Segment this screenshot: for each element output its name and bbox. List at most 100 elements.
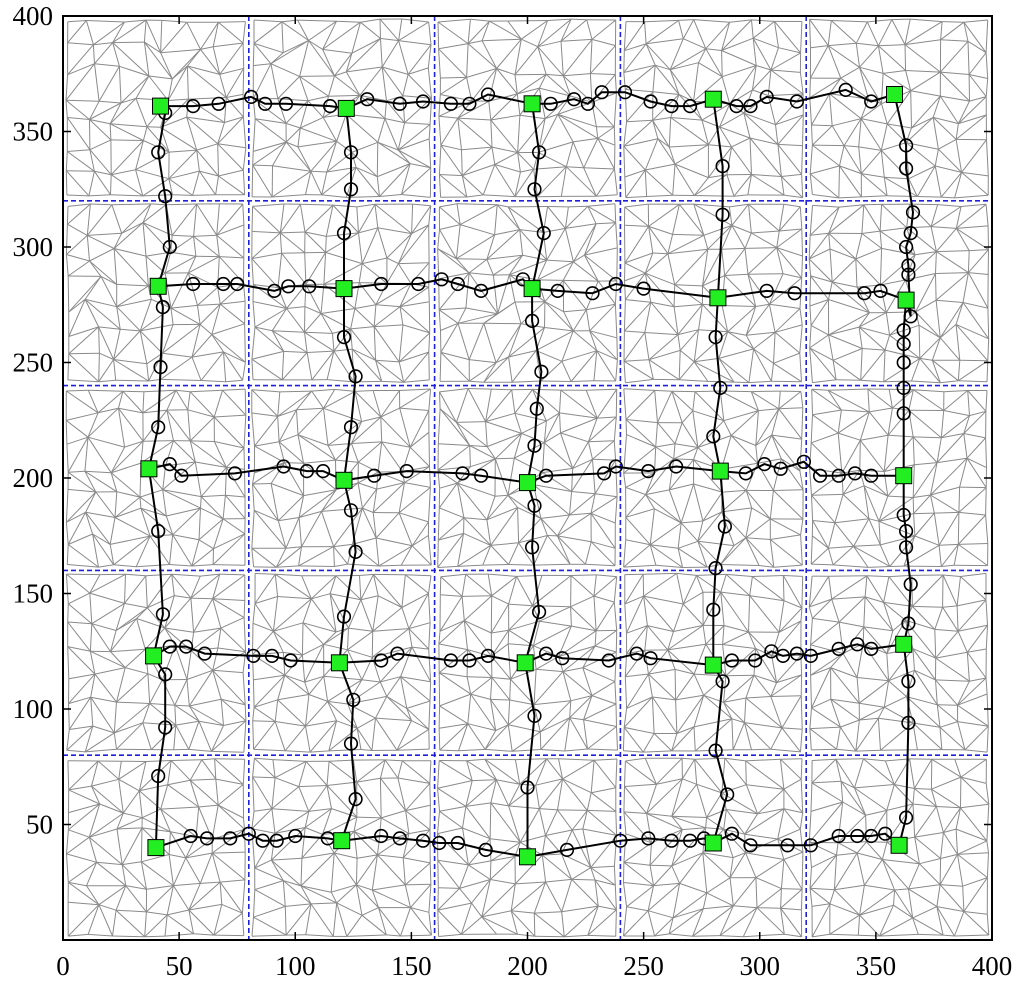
mesh-edge [84,276,102,300]
mesh-edge [251,828,276,834]
relay-node [831,468,846,483]
mesh-edge [402,857,406,885]
mesh-edge [985,599,988,626]
mesh-edge [135,75,150,99]
mesh-edge [397,263,412,284]
mesh-edge [646,813,683,831]
mesh-edge [842,485,865,495]
mesh-edge [957,721,966,751]
mesh-edge [778,391,802,410]
mesh-edge [459,204,498,226]
mesh-edge [399,407,411,448]
mesh-edge [216,224,245,236]
mesh-edge [406,708,412,721]
mesh-edge [68,829,90,838]
mesh-edge [253,509,287,549]
mesh-edge [556,514,570,537]
relay-node [531,145,547,160]
mesh-edge [66,436,89,445]
mesh-edge [728,206,733,226]
mesh-edge [625,196,647,199]
mesh-edge [652,252,668,255]
mesh-edge [657,391,673,423]
mesh-edge [771,434,782,459]
mesh-edge [493,254,523,276]
mesh-edge [333,350,355,383]
mesh-edge [304,306,322,314]
mesh-edge [967,272,989,309]
mesh-edge [592,440,615,460]
mesh-edge [888,680,907,697]
mesh-edge [88,803,101,838]
mesh-edge [771,408,780,436]
relay-node [227,466,242,481]
relay-node [462,96,477,111]
mesh-edge [840,781,844,803]
relay-node [302,279,317,294]
relay-node [162,239,177,255]
mesh-edge [164,595,175,629]
mesh-edge [514,171,521,197]
mesh-edge [87,904,100,935]
mesh-edge [745,303,770,336]
mesh-edge [211,805,219,840]
mesh-edge [881,842,888,860]
mesh-edge [837,409,842,434]
mesh-edge [886,784,895,811]
relay-node [343,736,359,751]
mesh-edge [696,574,722,593]
mesh-edge [212,598,245,619]
mesh-edge [668,117,672,148]
mesh-edge [252,720,255,750]
mesh-edge [810,275,833,283]
mesh-edge [109,517,116,545]
mesh-edge [808,235,811,260]
mesh-edge [460,916,483,935]
mesh-edge [587,905,599,936]
mesh-edge [510,910,536,937]
mesh-edge [519,229,544,233]
relay-node [713,380,728,396]
mesh-edge [200,507,224,520]
relay-node [864,468,879,483]
mesh-edge [272,141,287,167]
mesh-edge [812,933,830,938]
mesh-edge [702,852,731,879]
mesh-edge [244,323,246,363]
mesh-edge [808,811,812,843]
mesh-edge [697,520,704,542]
mesh-edge [396,748,430,751]
mesh-edge [410,163,431,169]
mesh-edge [570,575,595,597]
mesh-edge [934,607,944,630]
mesh-edge [470,693,491,700]
mesh-edge [708,174,727,179]
mesh-edge [585,563,616,567]
mesh-edge [251,359,254,380]
mesh-edge [174,645,188,680]
mesh-edge [120,328,141,332]
mesh-edge [613,416,617,441]
mesh-edge [854,784,895,789]
mesh-edge [906,696,938,706]
mesh-edge [300,858,303,886]
mesh-edge [331,884,357,893]
mesh-edge [672,204,680,235]
mesh-edge [828,233,831,250]
mesh-edge [286,141,299,148]
mesh-edge [489,860,492,880]
relay-node [241,826,256,841]
mesh-edge [594,879,617,911]
mesh-edge [174,704,190,707]
mesh-edge [719,126,733,148]
mesh-edge [855,719,860,752]
mesh-edge [67,203,91,207]
mesh-edge [118,66,122,104]
mesh-edge [623,750,644,753]
mesh-edge [84,298,117,308]
mesh-edge [302,622,337,633]
mesh-edge [940,172,962,198]
mesh-edge [278,441,286,463]
mesh-edge [779,759,785,790]
mesh-edge [358,227,378,234]
